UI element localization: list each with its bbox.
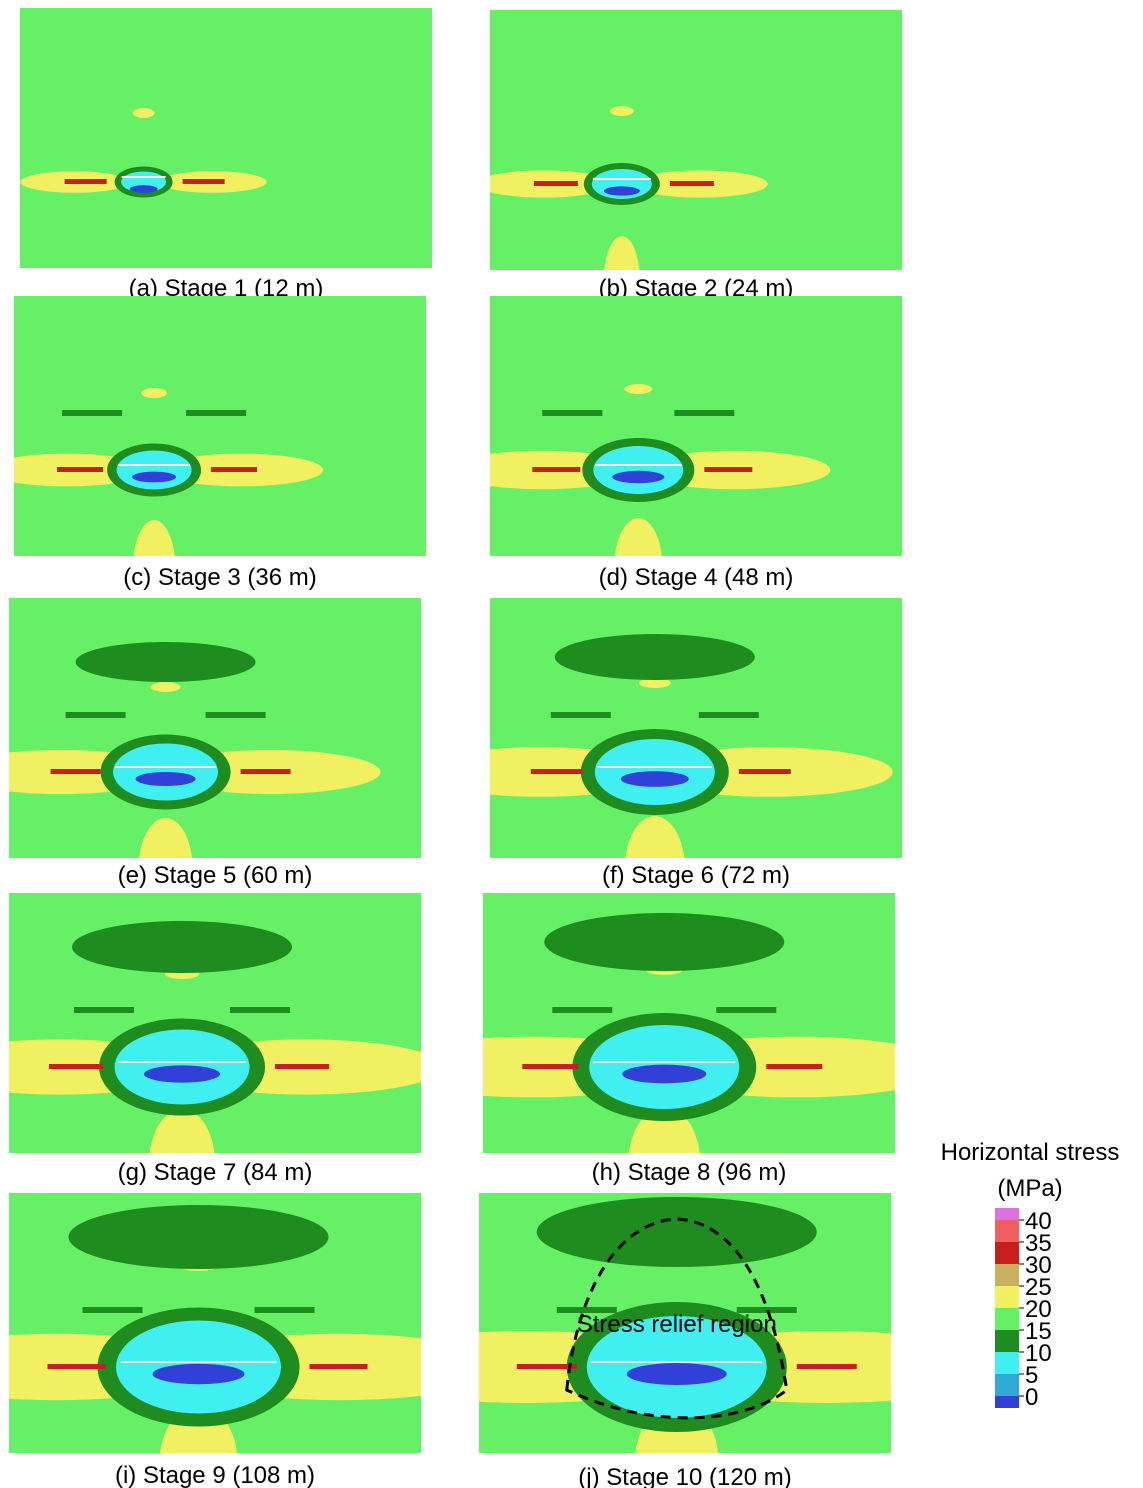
background [490, 296, 902, 556]
background [20, 8, 432, 268]
red-streak [57, 467, 103, 472]
green-band [551, 712, 611, 718]
blue-core [627, 1363, 727, 1385]
panel-caption: (i) Stage 9 (108 m) [115, 1462, 315, 1488]
red-streak [766, 1064, 822, 1069]
green-band [186, 410, 246, 416]
red-streak [534, 181, 578, 186]
simulation-panel [20, 8, 432, 268]
figure: Horizontal stress (MPa) (a) Stage 1 (12 … [0, 0, 1143, 1488]
blue-core [604, 186, 640, 195]
yellow-top [141, 388, 167, 398]
panel-caption: (c) Stage 3 (36 m) [123, 564, 316, 591]
green-band [206, 712, 266, 718]
green-top [69, 1205, 329, 1269]
red-streak [704, 467, 752, 472]
red-streak [211, 467, 257, 472]
red-streak [310, 1364, 368, 1369]
green-band [66, 712, 126, 718]
red-streak [532, 467, 580, 472]
green-band [552, 1007, 612, 1013]
annotation: Stress relief region [577, 1311, 777, 1338]
red-streak [517, 1364, 577, 1369]
red-streak [48, 1364, 106, 1369]
panel-caption: (d) Stage 4 (48 m) [599, 564, 794, 591]
red-streak [49, 1064, 103, 1069]
green-band [230, 1007, 290, 1013]
blue-core [621, 771, 689, 787]
green-top [76, 642, 256, 682]
yellow-top [151, 682, 181, 692]
cyan-core [117, 451, 192, 490]
green-band [62, 410, 122, 416]
green-band [674, 410, 734, 416]
red-streak [670, 181, 714, 186]
panel-caption: (e) Stage 5 (60 m) [118, 862, 313, 889]
blue-core [612, 471, 664, 483]
red-streak [241, 769, 291, 774]
blue-core [144, 1065, 220, 1082]
yellow-top [610, 106, 634, 116]
simulation-panel [0, 1193, 506, 1488]
red-streak [275, 1064, 329, 1069]
green-band [716, 1007, 776, 1013]
cyan-core [593, 446, 683, 494]
yellow-top [133, 108, 155, 118]
legend-unit: (MPa) [997, 1175, 1062, 1202]
legend-tick-label: 0 [1025, 1384, 1038, 1411]
red-streak [531, 769, 583, 774]
green-top [544, 913, 784, 971]
green-band [699, 712, 759, 718]
blue-core [130, 185, 158, 193]
panel-caption: (f) Stage 6 (72 m) [602, 862, 790, 889]
blue-core [132, 472, 176, 483]
panel-caption: (h) Stage 8 (96 m) [592, 1159, 787, 1186]
color-bar [995, 1208, 1019, 1408]
panel-caption: (g) Stage 7 (84 m) [118, 1159, 313, 1186]
panel-caption: (j) Stage 10 (120 m) [578, 1464, 791, 1488]
red-streak [183, 179, 225, 184]
yellow-top [624, 384, 652, 394]
green-top [537, 1197, 817, 1267]
simulation-panel: Stress relief region [347, 1193, 1007, 1488]
red-streak [65, 179, 107, 184]
background [9, 598, 421, 858]
green-band [542, 410, 602, 416]
blue-core [153, 1364, 245, 1384]
green-band [255, 1307, 315, 1313]
red-streak [522, 1064, 578, 1069]
red-streak [739, 769, 791, 774]
green-band [74, 1007, 134, 1013]
blue-core [136, 772, 196, 786]
legend-title: Horizontal stress [941, 1139, 1120, 1166]
green-band [83, 1307, 143, 1313]
background [490, 10, 902, 270]
red-streak [51, 769, 101, 774]
figure-canvas: Horizontal stress (MPa) (a) Stage 1 (12 … [0, 0, 1143, 1488]
red-streak [797, 1364, 857, 1369]
green-top [555, 634, 755, 680]
blue-core [622, 1065, 706, 1084]
background [14, 296, 426, 556]
green-top [72, 921, 292, 973]
